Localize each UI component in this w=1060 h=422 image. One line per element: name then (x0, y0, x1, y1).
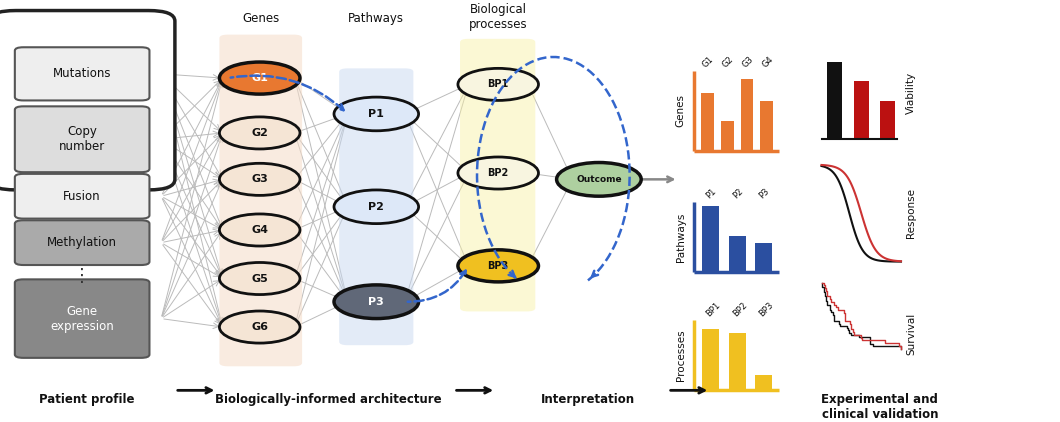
Text: P3: P3 (369, 297, 384, 307)
Text: ⋮: ⋮ (73, 268, 90, 285)
FancyBboxPatch shape (15, 174, 149, 219)
Text: Gene
expression: Gene expression (50, 305, 114, 333)
Text: P1: P1 (369, 109, 384, 119)
Circle shape (219, 62, 300, 94)
Circle shape (219, 214, 300, 246)
Bar (728, 333, 746, 390)
Bar (755, 375, 772, 390)
FancyBboxPatch shape (15, 47, 149, 100)
Text: Response: Response (906, 188, 916, 238)
Bar (702, 206, 720, 272)
Text: BP2: BP2 (488, 168, 509, 178)
Circle shape (219, 117, 300, 149)
Text: Biologically-informed architecture: Biologically-informed architecture (215, 393, 442, 406)
Text: BP1: BP1 (704, 300, 722, 319)
Bar (728, 236, 746, 272)
Circle shape (219, 262, 300, 295)
FancyBboxPatch shape (219, 35, 302, 366)
Text: Processes: Processes (676, 330, 686, 381)
Circle shape (334, 285, 419, 319)
FancyBboxPatch shape (15, 106, 149, 172)
Text: G5: G5 (251, 273, 268, 284)
Text: P3: P3 (757, 187, 771, 200)
Text: Genes: Genes (242, 13, 280, 25)
Text: Viability: Viability (906, 72, 916, 114)
Bar (881, 100, 895, 139)
Circle shape (556, 162, 641, 196)
Circle shape (334, 190, 419, 224)
Text: Pathways: Pathways (676, 212, 686, 262)
Text: Survival: Survival (906, 312, 916, 354)
FancyBboxPatch shape (15, 220, 149, 265)
Text: BP1: BP1 (488, 79, 509, 89)
Text: Patient profile: Patient profile (39, 393, 135, 406)
Text: Fusion: Fusion (64, 190, 101, 203)
Text: Interpretation: Interpretation (542, 393, 635, 406)
Bar (701, 93, 713, 151)
Circle shape (458, 68, 538, 100)
Text: P1: P1 (704, 187, 718, 200)
Bar (741, 79, 754, 151)
Text: G1: G1 (701, 54, 716, 69)
FancyBboxPatch shape (339, 68, 413, 345)
Text: G2: G2 (721, 54, 736, 69)
Text: Copy
number: Copy number (59, 125, 105, 153)
Text: Mutations: Mutations (53, 68, 111, 80)
Circle shape (458, 250, 538, 282)
Text: P2: P2 (730, 187, 744, 200)
Circle shape (458, 157, 538, 189)
FancyBboxPatch shape (460, 39, 535, 311)
Circle shape (219, 163, 300, 195)
Text: Methylation: Methylation (47, 236, 118, 249)
Bar (755, 243, 772, 272)
Bar (828, 62, 842, 139)
Circle shape (334, 97, 419, 131)
Text: Experimental and
clinical validation: Experimental and clinical validation (822, 393, 938, 421)
Text: G3: G3 (251, 174, 268, 184)
Text: Pathways: Pathways (349, 13, 404, 25)
Text: G2: G2 (251, 128, 268, 138)
Text: G4: G4 (760, 54, 775, 69)
Text: G4: G4 (251, 225, 268, 235)
Text: Outcome: Outcome (576, 175, 622, 184)
FancyBboxPatch shape (15, 279, 149, 358)
Text: BP2: BP2 (730, 300, 748, 319)
Text: Biological
processes: Biological processes (469, 3, 528, 31)
Text: Genes: Genes (676, 95, 686, 127)
Text: G6: G6 (251, 322, 268, 332)
Bar (702, 329, 720, 390)
Text: BP3: BP3 (757, 300, 775, 319)
FancyBboxPatch shape (0, 11, 175, 190)
Bar (760, 101, 774, 151)
Circle shape (219, 311, 300, 343)
Bar (854, 81, 868, 139)
Text: P2: P2 (369, 202, 384, 212)
Text: G1: G1 (251, 73, 268, 83)
Bar (721, 121, 734, 151)
Text: BP3: BP3 (488, 261, 509, 271)
Text: G3: G3 (741, 54, 756, 69)
